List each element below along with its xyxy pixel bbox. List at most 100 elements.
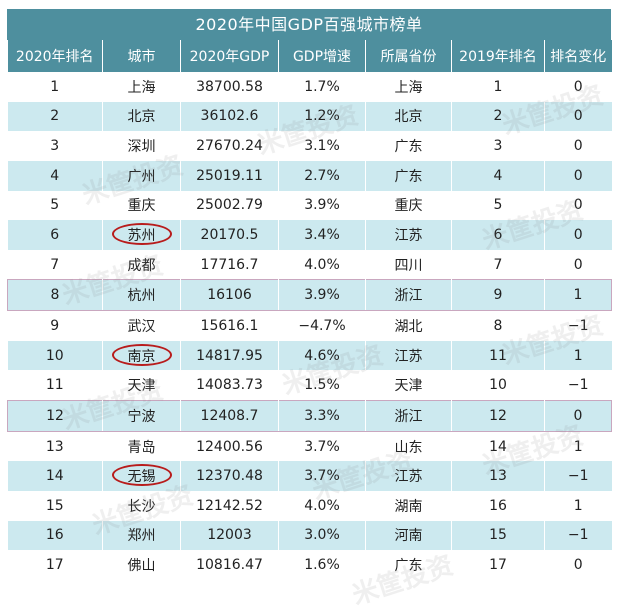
table-row: 13 青岛 12400.56 3.7% 山东 14 1 — [7, 431, 612, 462]
cell-gdp: 12142.52 — [180, 490, 279, 521]
cell-growth: 1.7% — [278, 72, 366, 102]
cell-rank2019: 14 — [451, 431, 545, 462]
cell-growth: 4.0% — [278, 249, 366, 280]
table-title: 2020年中国GDP百强城市榜单 — [7, 9, 611, 40]
cell-city: 郑州 — [102, 520, 181, 551]
cell-rank2020: 16 — [7, 520, 103, 551]
cell-rank2019: 3 — [451, 131, 545, 161]
cell-growth: 3.9% — [278, 279, 366, 312]
cell-city: 成都 — [102, 249, 181, 280]
cell-growth: 3.9% — [278, 190, 366, 221]
cell-change: 0 — [544, 131, 612, 161]
cell-rank2020: 12 — [7, 400, 103, 432]
cell-gdp: 36102.6 — [180, 101, 279, 132]
cell-rank2019: 5 — [451, 190, 545, 221]
table-row: 6 苏州 20170.5 3.4% 江苏 6 0 — [7, 220, 612, 250]
cell-change: −1 — [544, 310, 612, 341]
table-row: 12 宁波 12408.7 3.3% 浙江 12 0 — [7, 400, 612, 432]
cell-city: 长沙 — [102, 490, 181, 521]
cell-gdp: 25002.79 — [180, 190, 279, 221]
cell-rank2019: 12 — [451, 400, 545, 432]
cell-growth: 4.6% — [278, 340, 366, 371]
cell-city: 北京 — [102, 101, 181, 132]
table-row: 2 北京 36102.6 1.2% 北京 2 0 — [7, 101, 612, 132]
cell-change: 0 — [544, 249, 612, 280]
cell-city: 天津 — [102, 370, 181, 401]
cell-province: 浙江 — [365, 279, 452, 312]
cell-rank2019: 17 — [451, 550, 545, 580]
cell-province: 重庆 — [365, 190, 452, 221]
col-header-gdp: 2020年GDP — [180, 40, 279, 72]
cell-city: 武汉 — [102, 310, 181, 341]
cell-rank2020: 17 — [7, 550, 103, 580]
cell-gdp: 12370.48 — [180, 461, 279, 491]
cell-rank2020: 9 — [7, 310, 103, 341]
cell-province: 湖北 — [365, 310, 452, 341]
cell-growth: 3.0% — [278, 520, 366, 551]
table-row: 14 无锡 12370.48 3.7% 江苏 13 −1 — [7, 461, 612, 491]
cell-growth: 3.1% — [278, 131, 366, 161]
cell-rank2020: 15 — [7, 490, 103, 521]
cell-province: 河南 — [365, 520, 452, 551]
cell-rank2019: 4 — [451, 160, 545, 191]
cell-change: 0 — [544, 160, 612, 191]
cell-rank2020: 10 — [7, 340, 103, 371]
cell-rank2020: 3 — [7, 131, 103, 161]
cell-province: 四川 — [365, 249, 452, 280]
cell-change: 1 — [544, 279, 612, 312]
cell-city: 苏州 — [102, 220, 181, 250]
cell-gdp: 12408.7 — [180, 400, 279, 432]
cell-rank2019: 15 — [451, 520, 545, 551]
cell-province: 广东 — [365, 131, 452, 161]
cell-province: 江苏 — [365, 461, 452, 491]
cell-change: −1 — [544, 461, 612, 491]
table-row: 15 长沙 12142.52 4.0% 湖南 16 1 — [7, 490, 612, 521]
cell-province: 上海 — [365, 72, 452, 102]
cell-change: 1 — [544, 431, 612, 462]
cell-growth: −4.7% — [278, 310, 366, 341]
cell-rank2019: 7 — [451, 249, 545, 280]
cell-rank2020: 13 — [7, 431, 103, 462]
cell-change: 0 — [544, 72, 612, 102]
col-header-rank2019: 2019年排名 — [451, 40, 545, 72]
cell-change: 0 — [544, 400, 612, 432]
cell-rank2019: 1 — [451, 72, 545, 102]
table-row: 16 郑州 12003 3.0% 河南 15 −1 — [7, 520, 612, 551]
cell-city: 杭州 — [102, 279, 181, 312]
cell-growth: 3.4% — [278, 220, 366, 250]
cell-gdp: 25019.11 — [180, 160, 279, 191]
cell-gdp: 16106 — [180, 279, 279, 312]
cell-growth: 1.2% — [278, 101, 366, 132]
cell-province: 广东 — [365, 160, 452, 191]
col-header-change: 排名变化 — [544, 40, 612, 72]
cell-rank2020: 14 — [7, 461, 103, 491]
cell-rank2019: 11 — [451, 340, 545, 371]
cell-growth: 3.3% — [278, 400, 366, 432]
red-circle-annotation — [111, 343, 172, 366]
cell-rank2019: 13 — [451, 461, 545, 491]
cell-growth: 4.0% — [278, 490, 366, 521]
cell-rank2020: 1 — [7, 72, 103, 102]
cell-city: 南京 — [102, 340, 181, 371]
col-header-province: 所属省份 — [365, 40, 452, 72]
cell-rank2019: 9 — [451, 279, 545, 312]
cell-rank2020: 5 — [7, 190, 103, 221]
cell-rank2019: 10 — [451, 370, 545, 401]
cell-change: 1 — [544, 340, 612, 371]
cell-growth: 3.7% — [278, 431, 366, 462]
table-row: 7 成都 17716.7 4.0% 四川 7 0 — [7, 249, 612, 280]
col-header-growth: GDP增速 — [278, 40, 366, 72]
table-row: 8 杭州 16106 3.9% 浙江 9 1 — [7, 279, 612, 312]
red-circle-annotation — [111, 464, 172, 487]
cell-province: 广东 — [365, 550, 452, 580]
cell-change: −1 — [544, 520, 612, 551]
cell-province: 江苏 — [365, 340, 452, 371]
cell-rank2019: 6 — [451, 220, 545, 250]
cell-rank2020: 6 — [7, 220, 103, 250]
gdp-ranking-table: 2020年排名 城市 2020年GDP GDP增速 所属省份 2019年排名 排… — [7, 40, 612, 580]
table-row: 10 南京 14817.95 4.6% 江苏 11 1 — [7, 340, 612, 371]
cell-gdp: 20170.5 — [180, 220, 279, 250]
cell-province: 山东 — [365, 431, 452, 462]
cell-rank2020: 7 — [7, 249, 103, 280]
cell-change: 1 — [544, 490, 612, 521]
